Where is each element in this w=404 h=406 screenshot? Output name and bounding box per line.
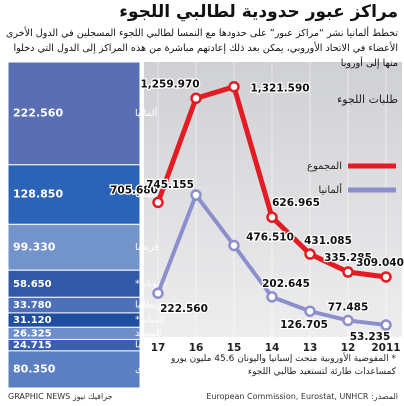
- data-label: 1,321.590: [250, 83, 309, 95]
- point: [380, 271, 392, 283]
- legend-label: ألمانيا: [318, 183, 342, 196]
- credit: GRAPHIC NEWS جرافيك نيوز: [8, 392, 113, 401]
- point: [152, 287, 164, 299]
- point: [190, 189, 202, 201]
- point: [190, 92, 202, 105]
- data-label: 309.040: [356, 257, 404, 269]
- x-tick-label: 12: [341, 342, 356, 354]
- proportion-block: [7, 61, 141, 166]
- data-label: 222.560: [160, 303, 208, 315]
- value-label: 33.780: [13, 300, 52, 311]
- point: [228, 80, 240, 93]
- footnote: * المفوضية الأوروبية منحت إسبانيا واليون…: [170, 354, 396, 377]
- x-tick-label: 2011: [371, 342, 400, 354]
- point: [304, 305, 316, 317]
- category-label: السويد: [135, 328, 162, 339]
- x-tick-label: 16: [189, 342, 204, 354]
- value-label: 222.560: [13, 106, 63, 119]
- point: [266, 291, 278, 303]
- value-label: 58.650: [13, 279, 52, 290]
- category-label: النمسا: [135, 340, 160, 351]
- source: المصدر: European Commission, Eurostat, U…: [206, 392, 398, 401]
- category-label: فرنسا: [135, 242, 159, 253]
- point: [342, 314, 354, 327]
- data-label: 431.085: [304, 235, 352, 247]
- proportion-block: [7, 164, 141, 225]
- y-axis-label: طلبات اللجوء: [337, 93, 398, 106]
- value-label: 24.715: [13, 340, 52, 351]
- data-label: 476.510: [246, 231, 294, 243]
- data-label: 53.235: [350, 331, 391, 343]
- data-label: 626.965: [272, 197, 320, 209]
- data-label: 705.680: [110, 184, 158, 196]
- title: مراكز عبور حدودية لطالبي اللجوء: [119, 2, 398, 22]
- data-label: 202.645: [262, 278, 310, 290]
- value-label: 128.850: [13, 188, 63, 201]
- data-label: 1,259.970: [140, 78, 199, 90]
- point: [342, 266, 354, 278]
- data-label: 335.285: [324, 252, 372, 264]
- x-tick-label: 14: [265, 342, 280, 354]
- value-label: 26.325: [13, 328, 52, 339]
- point: [266, 211, 278, 223]
- point: [304, 248, 316, 260]
- data-label: 126.705: [280, 319, 328, 331]
- proportion-block: [7, 350, 141, 389]
- category-label: إسبانيا*: [135, 315, 165, 326]
- category-label: دول أخرى: [135, 362, 175, 375]
- point: [152, 196, 164, 209]
- data-label: 77.485: [328, 301, 369, 313]
- legend-label: المجموع: [307, 161, 342, 172]
- category-label: إيطاليا: [135, 189, 160, 200]
- category-label: ألمانيا: [135, 106, 158, 119]
- x-tick-label: 17: [151, 342, 166, 354]
- subtitle: تخطط ألمانيا نشر “مراكز عبور” على حدودها…: [5, 28, 398, 69]
- category-label: بريطانيا: [135, 300, 165, 311]
- data-label: 745.155: [146, 179, 194, 191]
- point: [380, 319, 392, 331]
- value-label: 31.120: [13, 315, 52, 326]
- x-tick-label: 15: [227, 342, 242, 354]
- proportion-block: [7, 269, 141, 298]
- value-label: 80.350: [13, 362, 56, 375]
- x-tick-label: 13: [303, 342, 318, 354]
- category-label: اليونان*: [135, 278, 166, 289]
- proportion-block: [7, 223, 141, 271]
- value-label: 99.330: [13, 240, 56, 253]
- point: [228, 239, 240, 252]
